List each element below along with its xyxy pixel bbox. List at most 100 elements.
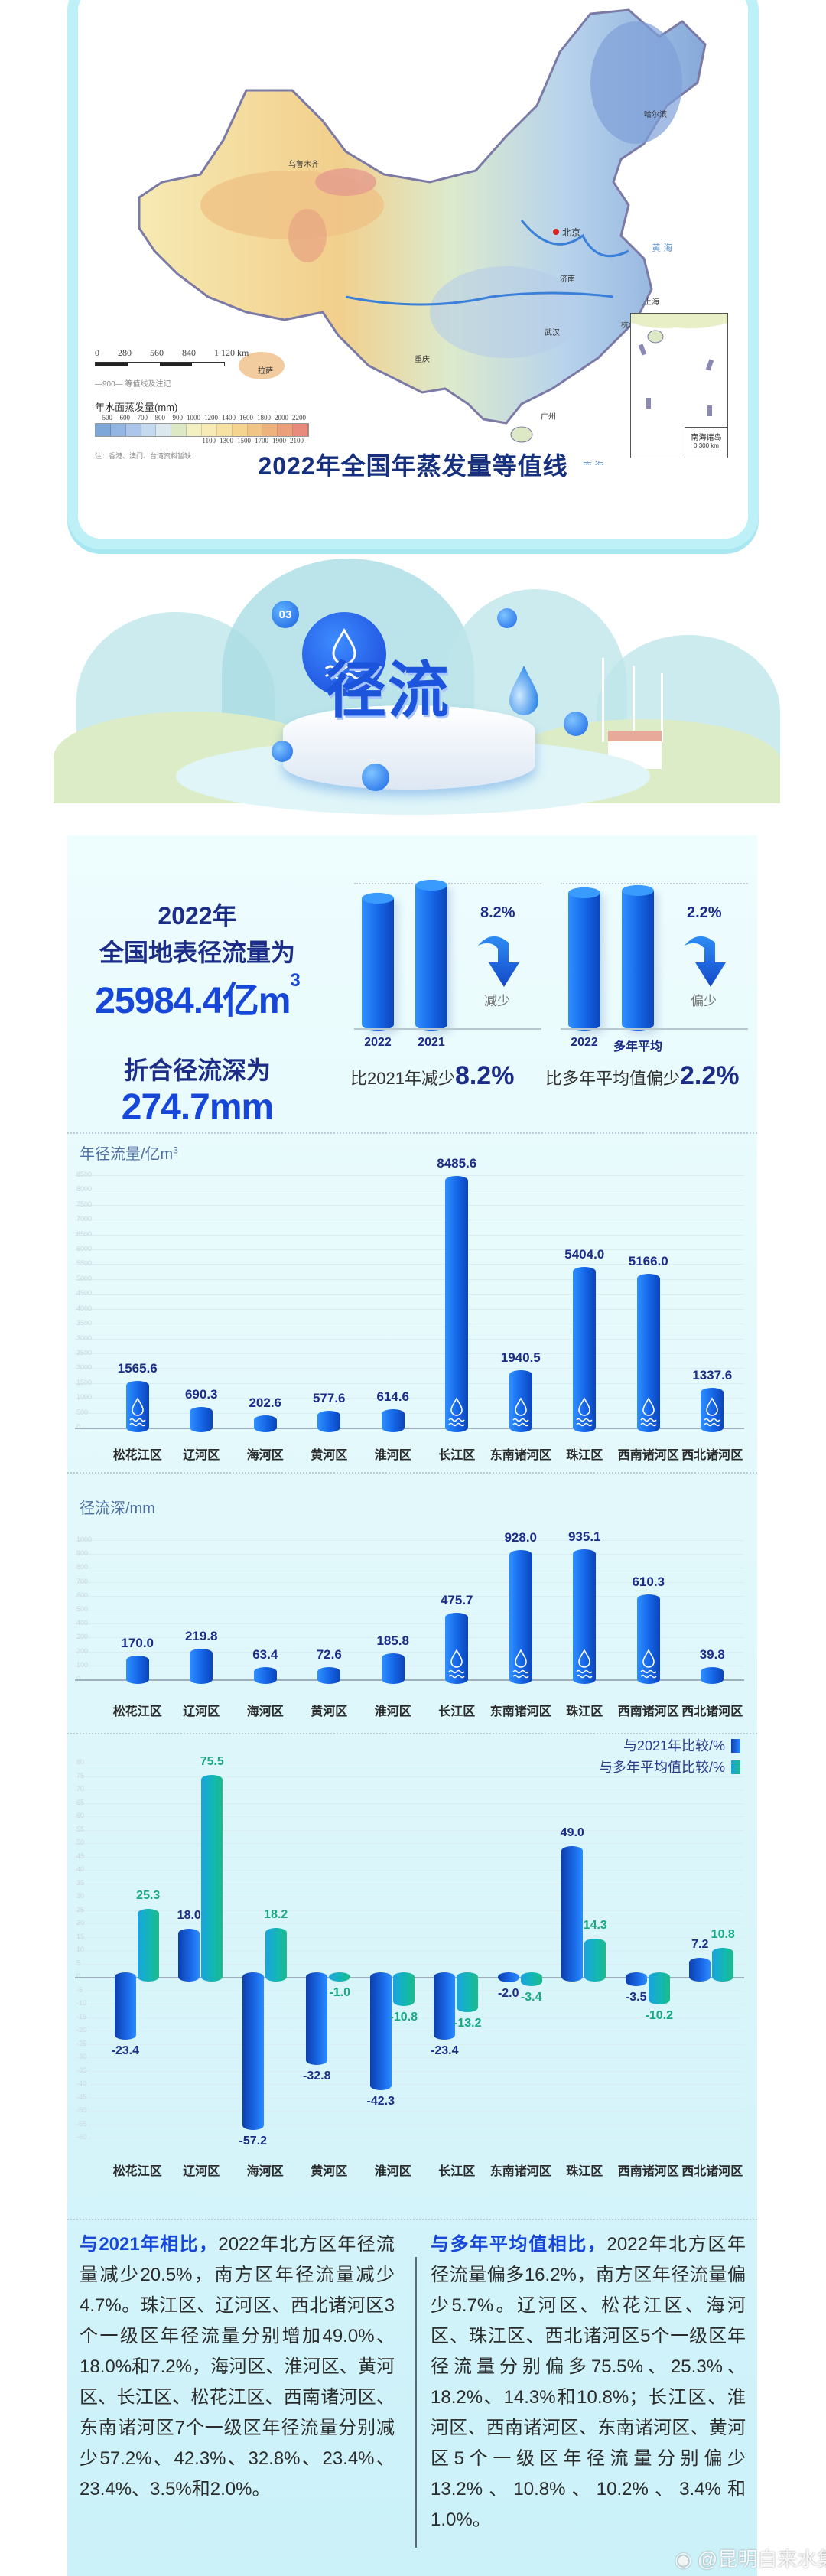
section-header-runoff: 03 径流 (46, 559, 780, 834)
bar-2022 (568, 887, 600, 1031)
y-tick-label: 35 (76, 1878, 85, 1887)
y-tick-label: 5 (76, 1959, 81, 1967)
compare-average-mini-chart: 2022 多年平均 2.2% 偏少 比多年平均值偏少2.2% (545, 858, 748, 1096)
y-tick-label: 1000 (76, 1536, 93, 1543)
category-label: 黄河区 (311, 1449, 348, 1462)
y-tick-label: 4500 (76, 1289, 93, 1298)
y-tick-label: 800 (76, 1563, 89, 1571)
category-label: 珠江区 (566, 2165, 603, 2178)
svg-text:广州: 广州 (541, 412, 556, 422)
y-tick-label: 15 (76, 1932, 85, 1940)
y-tick-label: 2500 (76, 1348, 93, 1356)
map-legend: 0 280 560 840 1 120 km —900— 等值线及注记 年水面蒸… (95, 347, 309, 461)
bar-vs-2021: 7.2 (689, 1938, 711, 1982)
y-tick-label: -5 (76, 1985, 83, 1994)
category-label: 西南诸河区 (617, 1705, 679, 1718)
legend-top-ticks: 500 600 700 800 900 1000 1200 1400 1600 1800 2000 2… (102, 414, 307, 422)
category-label: 海河区 (246, 2165, 284, 2178)
water-drop-waves-icon (448, 1649, 465, 1683)
wind-turbine-icon (633, 666, 635, 742)
value-label: 18.2 (264, 1908, 288, 1922)
bar-vs-average: -10.2 (646, 1972, 673, 2022)
value-label: 475.7 (440, 1593, 473, 1608)
category-label: 东南诸河区 (489, 1449, 551, 1462)
chart-title: 年径流量/亿m3 (80, 1145, 178, 1163)
comparison-average-paragraph: 与多年平均值相比，2022年北方区年径流量偏多16.2%，南方区年径流量偏少5.… (431, 2234, 746, 2530)
y-tick-label: 1000 (76, 1393, 93, 1402)
category-label: 西北诸河区 (681, 1705, 743, 1718)
y-tick-label: 20 (76, 1919, 85, 1926)
bar-vs-average: 25.3 (136, 1889, 160, 1982)
bar-multi-year-average (622, 885, 654, 1031)
runoff-content-card: 2022年 全国地表径流量为 25984.4亿m3 折合径流深为 274.7mm… (67, 835, 757, 2576)
gridline (75, 1204, 744, 1206)
bar: 610.3 (632, 1575, 665, 1684)
y-tick-label: 45 (76, 1851, 85, 1860)
category-label: 海河区 (246, 1705, 284, 1718)
podium-illustration (283, 705, 535, 790)
value-label: 5404.0 (564, 1247, 605, 1262)
svg-text:拉萨: 拉萨 (258, 366, 273, 376)
y-tick-label: -40 (76, 2079, 87, 2087)
y-tick-label: 5000 (76, 1274, 93, 1282)
bar-vs-average: 75.5 (200, 1755, 224, 1982)
svg-text:黄 海: 黄 海 (652, 242, 672, 253)
gridline (75, 1353, 744, 1354)
gridline (75, 1308, 744, 1310)
y-tick-label: 3000 (76, 1334, 93, 1342)
y-tick-label: 500 (76, 1605, 89, 1613)
y-tick-label: 0 (76, 1675, 81, 1682)
water-drop-waves-icon (576, 1397, 593, 1431)
y-tick-label: 3500 (76, 1319, 93, 1327)
bar-vs-2021: -2.0 (497, 1972, 519, 2000)
gridline (75, 1581, 744, 1583)
scale-labels: 0 280 560 840 1 120 km (95, 347, 249, 358)
y-tick-label: 5500 (76, 1259, 93, 1268)
svg-text:济南: 济南 (560, 274, 575, 284)
category-label: 海河区 (246, 1449, 284, 1462)
y-tick-label: 4000 (76, 1304, 93, 1312)
bar-vs-average: -1.0 (329, 1972, 351, 1999)
gridline (75, 1412, 744, 1414)
runoff-change-comparison-chart: 与2021年比较/% 与多年平均值比较/% 80 75 70 65 60 55 50 45 40… (67, 1729, 757, 2219)
gridline (75, 2017, 744, 2018)
section-number-badge: 03 (272, 601, 299, 628)
bar: 475.7 (441, 1593, 473, 1684)
y-tick-label: 8500 (76, 1171, 93, 1178)
y-tick-label: 60 (76, 1812, 85, 1819)
value-label: 1565.6 (117, 1361, 158, 1376)
plot-area: 80 75 70 65 60 55 50 45 40 35 30 25 20 15 10 5 0 -5 -10 -15… (75, 1755, 744, 2180)
y-tick-label: 300 (76, 1633, 89, 1641)
bar: 1940.5 (501, 1350, 541, 1432)
bar: 185.8 (376, 1633, 409, 1684)
category-label: 西南诸河区 (617, 2165, 679, 2178)
wind-turbine-icon (661, 673, 663, 742)
bar-vs-average: 18.2 (264, 1908, 288, 1982)
bar-vs-2021: -57.2 (239, 1972, 267, 2148)
decorative-bead (362, 764, 389, 791)
category-label: 辽河区 (183, 2165, 220, 2178)
gridline (75, 1368, 744, 1369)
gridline (75, 2070, 744, 2072)
divider (67, 1132, 757, 1134)
y-tick-label: 6500 (76, 1229, 93, 1238)
gridline (75, 2084, 744, 2085)
gridline (75, 2044, 744, 2045)
y-tick-label: -55 (76, 2119, 87, 2128)
bar: 202.6 (249, 1395, 281, 1432)
gridline (75, 1234, 744, 1236)
y-tick-label: -25 (76, 2039, 87, 2047)
value-label: 185.8 (376, 1633, 410, 1649)
evaporation-map-card: 北京 乌鲁木齐 哈尔滨 济南 台北 海口 重庆 杭州 武汉 广州 拉萨 上海 黄… (67, 0, 759, 549)
value-label: 928.0 (504, 1530, 538, 1545)
bar: 1337.6 (692, 1368, 732, 1432)
category-label: 长江区 (438, 1705, 476, 1718)
gridline (75, 1338, 744, 1340)
scale-bar (95, 362, 225, 366)
category-label: 黄河区 (311, 2165, 348, 2178)
gridline (75, 1963, 744, 1965)
section-title: 径流 (325, 656, 450, 725)
bar: 614.6 (376, 1389, 409, 1432)
bar: 63.4 (252, 1647, 278, 1684)
water-drop-waves-icon (302, 612, 386, 696)
